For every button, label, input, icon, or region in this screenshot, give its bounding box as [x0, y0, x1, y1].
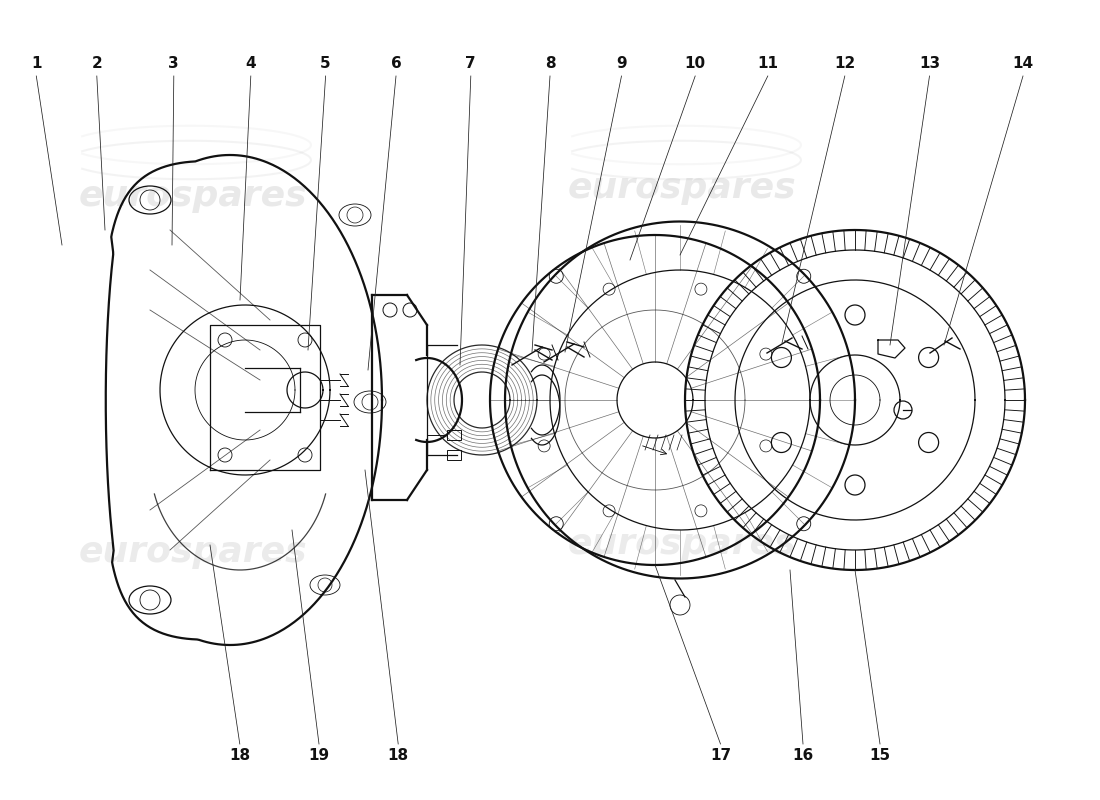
Text: 10: 10 — [684, 57, 706, 71]
Text: 7: 7 — [465, 57, 476, 71]
Text: 3: 3 — [168, 57, 179, 71]
Text: 19: 19 — [308, 749, 330, 763]
Text: 5: 5 — [320, 57, 331, 71]
Text: 14: 14 — [1012, 57, 1034, 71]
Text: 16: 16 — [792, 749, 814, 763]
Text: 4: 4 — [245, 57, 256, 71]
Text: 18: 18 — [229, 749, 251, 763]
Text: 18: 18 — [387, 749, 409, 763]
Text: eurospares: eurospares — [568, 171, 796, 205]
Text: 13: 13 — [918, 57, 940, 71]
Text: eurospares: eurospares — [568, 527, 796, 561]
Text: 12: 12 — [834, 57, 856, 71]
Text: 1: 1 — [31, 57, 42, 71]
Text: 17: 17 — [710, 749, 732, 763]
Text: 8: 8 — [544, 57, 556, 71]
Text: 15: 15 — [869, 749, 891, 763]
Bar — [447, 430, 461, 440]
Text: 11: 11 — [757, 57, 779, 71]
Text: eurospares: eurospares — [78, 535, 307, 569]
Text: 9: 9 — [616, 57, 627, 71]
Text: 2: 2 — [91, 57, 102, 71]
Text: eurospares: eurospares — [78, 179, 307, 213]
Text: 6: 6 — [390, 57, 402, 71]
Bar — [447, 450, 461, 460]
